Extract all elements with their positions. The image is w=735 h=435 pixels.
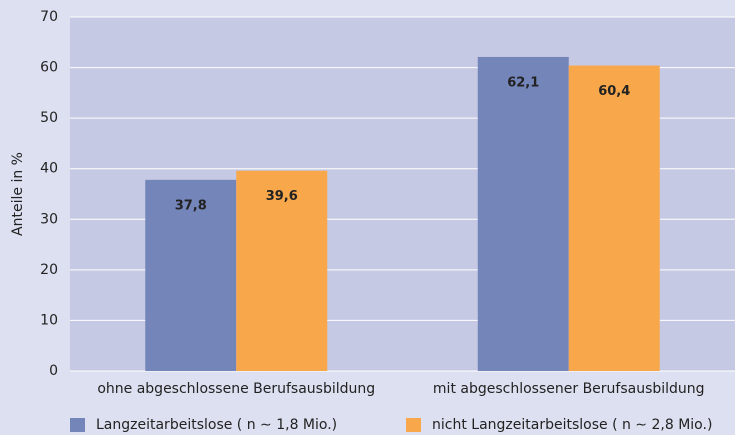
data-label: 62,1	[507, 75, 539, 90]
legend-label: Langzeitarbeitslose ( n ∼ 1,8 Mio.)	[96, 417, 337, 433]
y-axis-label: Anteile in %	[10, 152, 26, 236]
data-label: 39,6	[266, 189, 298, 204]
y-tick-label: 40	[40, 161, 58, 177]
y-tick-label: 50	[40, 110, 58, 126]
x-tick-label: mit abgeschlossener Berufsausbildung	[433, 381, 705, 397]
bar	[236, 170, 328, 371]
y-tick-label: 30	[40, 211, 58, 227]
bar	[477, 56, 569, 372]
bar	[145, 179, 237, 371]
legend-label: nicht Langzeitarbeitslose ( n ∼ 2,8 Mio.…	[432, 417, 712, 433]
x-tick-label: ohne abgeschlossene Berufsausbildung	[97, 381, 375, 397]
y-tick-label: 10	[40, 312, 58, 328]
y-tick-label: 0	[49, 363, 58, 379]
y-tick-label: 70	[40, 9, 58, 25]
data-label: 60,4	[598, 84, 630, 99]
legend-swatch	[406, 418, 421, 432]
data-label: 37,8	[175, 198, 207, 213]
bar	[568, 65, 660, 371]
y-tick-label: 60	[40, 60, 58, 76]
legend-swatch	[70, 418, 85, 432]
y-tick-label: 20	[40, 262, 58, 278]
